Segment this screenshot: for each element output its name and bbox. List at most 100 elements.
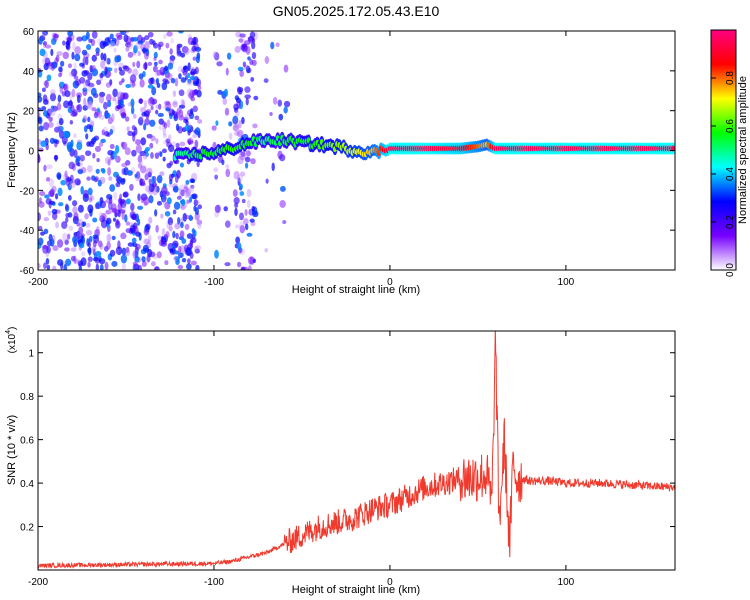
spectrogram-speckle — [241, 198, 246, 204]
spectrogram-speckle — [145, 185, 151, 193]
spectrogram-speckle — [179, 162, 185, 168]
spectrogram-speckle — [244, 223, 249, 231]
spectrogram-speckle — [43, 262, 47, 269]
spectrogram-speckle — [128, 221, 134, 229]
spectrogram-speckle — [165, 231, 170, 239]
spectrogram-speckle — [120, 254, 128, 264]
spectrogram-speckle — [88, 100, 94, 109]
spectrogram-speckle — [74, 46, 81, 55]
spectrogram-speckle — [155, 104, 162, 109]
spectrogram-speckle — [95, 168, 100, 174]
spectrogram-speckle — [187, 258, 191, 265]
spectrogram-speckle — [135, 243, 141, 250]
spectrogram-speckle — [111, 40, 116, 48]
spectrogram-speckle — [42, 94, 48, 102]
spectrogram-speckle — [225, 168, 231, 178]
spectrogram-speckle — [238, 38, 244, 43]
spectrogram-speckle — [113, 191, 118, 201]
spectrogram-speckle — [232, 189, 238, 197]
spectrogram-speckle — [168, 173, 173, 182]
spectrogram-speckle — [54, 154, 58, 162]
spectrogram-speckle — [76, 232, 82, 241]
spectrogram-speckle — [176, 169, 181, 179]
spectrogram-speckle — [226, 52, 232, 60]
spectrogram-speckle — [252, 123, 258, 129]
spectrogram-x-tick-label-2: 0 — [387, 277, 393, 288]
spectrogram-speckle — [139, 150, 147, 157]
spectrogram-speckle — [82, 87, 88, 92]
spectrogram-speckle — [156, 251, 162, 259]
spectrogram-speckle — [188, 214, 193, 221]
spectrogram-speckle — [42, 41, 48, 46]
spectrogram-speckle — [126, 126, 130, 132]
spectrogram-speckle — [131, 237, 137, 244]
spectrogram-speckle — [194, 200, 200, 205]
spectrogram-speckle — [103, 101, 108, 110]
spectrogram-speckle — [167, 62, 174, 70]
spectrogram-speckle — [94, 145, 101, 153]
spectrogram-speckle — [92, 217, 98, 223]
spectrogram-speckle — [233, 103, 239, 111]
spectrogram-speckle — [147, 97, 154, 105]
spectrogram-speckle — [96, 107, 101, 113]
spectrogram-speckle — [119, 69, 125, 76]
spectrogram-speckle — [154, 266, 159, 270]
spectrogram-speckle — [86, 141, 91, 147]
snr-x-ticks: -200 -100 0 100 — [28, 331, 575, 588]
spectrogram-speckle — [138, 73, 144, 80]
spectrogram-x-ticks: -200 -100 0 100 — [28, 31, 575, 288]
spectrogram-speckle — [141, 48, 149, 53]
spectrogram-speckle — [222, 97, 228, 106]
spectrogram-speckle — [174, 222, 181, 230]
spectrogram-speckle — [170, 77, 176, 84]
spectrogram-speckle — [66, 141, 73, 150]
spectrogram-speckle — [184, 124, 190, 132]
spectrogram-speckle — [108, 203, 114, 208]
spectrogram-speckle — [135, 42, 141, 50]
spectrogram-speckle — [104, 130, 110, 137]
spectrogram-speckle — [213, 51, 220, 61]
spectrogram-speckle — [184, 223, 190, 231]
spectrogram-speckle — [168, 182, 174, 188]
spectrogram-y-tick-label-4: 20 — [23, 107, 35, 118]
spectrogram-speckle — [109, 128, 114, 135]
spectrogram-speckle — [186, 199, 191, 204]
spectrogram-speckle — [270, 41, 275, 50]
spectrogram-speckle — [125, 46, 130, 52]
spectrogram-speckle — [72, 41, 76, 51]
spectrogram-speckle — [60, 60, 65, 67]
spectrogram-speckle — [107, 149, 114, 156]
snr-x-label: Height of straight line (km) — [292, 584, 420, 596]
spectrogram-speckle — [215, 120, 219, 127]
spectrogram-speckle — [160, 213, 164, 219]
spectrogram-speckle — [193, 199, 198, 207]
spectrogram-speckle — [127, 51, 134, 58]
spectrogram-speckle — [129, 74, 137, 84]
spectrogram-speckle — [51, 208, 58, 215]
spectrogram-speckle — [74, 78, 81, 87]
spectrogram-speckle — [190, 184, 195, 189]
figure-title: GN05.2025.172.05.43.E10 — [273, 3, 440, 19]
spectrogram-speckle — [77, 218, 84, 227]
spectrogram-speckle — [277, 150, 283, 160]
spectrogram-speckle — [48, 116, 53, 122]
spectrogram-speckle — [149, 251, 156, 258]
spectrogram-speckle — [244, 162, 249, 169]
spectrogram-speckle — [214, 249, 219, 259]
spectrogram-speckle — [125, 36, 132, 46]
spectrogram-speckle — [40, 140, 47, 148]
spectrogram-speckle — [239, 69, 244, 78]
spectrogram-speckle — [169, 222, 173, 231]
spectrogram-speckle — [143, 123, 147, 131]
spectrogram-speckle — [98, 114, 105, 120]
snr-y-tick-label-2: 0.6 — [20, 436, 34, 447]
spectrogram-speckle — [121, 162, 128, 168]
spectrogram-speckle — [121, 112, 127, 117]
spectrogram-speckle — [97, 179, 102, 187]
spectrogram-speckle — [46, 264, 51, 270]
spectrogram-speckle — [177, 65, 184, 73]
colorbar-tick-label-0: 0.0 — [725, 263, 736, 277]
spectrogram-speckle — [70, 255, 76, 262]
spectrogram-speckle — [64, 239, 69, 245]
spectrogram-speckle — [161, 186, 168, 195]
